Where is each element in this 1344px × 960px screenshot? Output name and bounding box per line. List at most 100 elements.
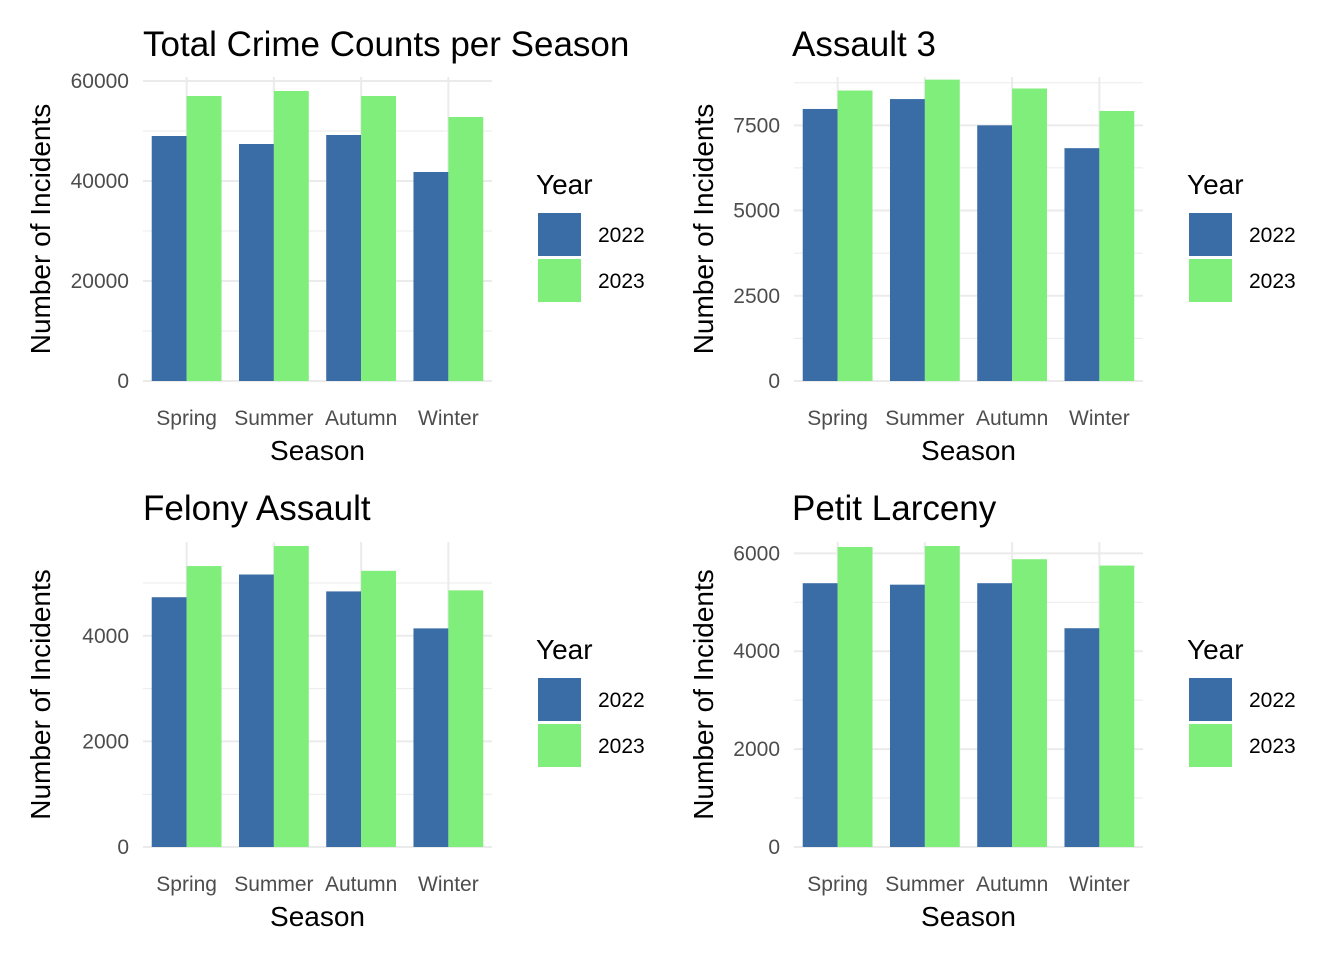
chart-panel-1: Assault 3 0 2500 5000 7500 Spring Summer Autumn… <box>688 25 1296 466</box>
legend-key-2022 <box>538 678 581 721</box>
chart-panel-0: Total Crime Counts per Season 0 20000 40000… <box>25 25 645 466</box>
y-tick-label: 2000 <box>733 738 780 761</box>
y-axis-title: Number of Incidents <box>688 104 719 355</box>
y-tick-label: 40000 <box>71 170 129 193</box>
bar-2023-winter <box>448 117 484 381</box>
bar-2022-spring <box>151 136 187 381</box>
bar-2022-autumn <box>326 135 362 381</box>
legend-key-2022 <box>1189 213 1232 256</box>
bars <box>802 546 1135 847</box>
legend-label: 2022 <box>598 689 645 712</box>
bars <box>802 79 1135 382</box>
bar-2022-spring <box>802 583 838 847</box>
x-tick-label: Summer <box>885 873 964 896</box>
y-tick-label: 7500 <box>733 114 780 137</box>
bar-2023-autumn <box>1012 88 1048 381</box>
legend-key-2023 <box>538 724 581 767</box>
chart-title: Total Crime Counts per Season <box>143 25 629 64</box>
y-tick-label: 4000 <box>82 625 129 648</box>
x-tick-label: Autumn <box>325 407 397 430</box>
chart-title: Petit Larceny <box>792 489 997 528</box>
chart-panel-3: Petit Larceny 0 2000 4000 6000 Spring Summer Au… <box>688 489 1296 932</box>
x-axis-title: Season <box>270 435 365 466</box>
y-tick-label: 4000 <box>733 640 780 663</box>
bar-2022-summer <box>238 144 274 381</box>
y-tick-label: 5000 <box>733 200 780 223</box>
x-tick-label: Spring <box>156 407 217 430</box>
y-tick-label: 2000 <box>82 730 129 753</box>
chart-title: Assault 3 <box>792 25 936 64</box>
legend-title: Year <box>536 169 593 200</box>
legend: Year 2022 2023 <box>536 634 645 767</box>
x-tick-label: Spring <box>807 407 868 430</box>
bar-2023-autumn <box>361 570 397 847</box>
bar-2022-autumn <box>977 583 1013 847</box>
legend-label: 2022 <box>1249 224 1296 247</box>
x-tick-label: Autumn <box>976 873 1048 896</box>
y-axis-title: Number of Incidents <box>688 569 719 820</box>
y-tick-label: 0 <box>117 836 129 859</box>
x-tick-label: Autumn <box>325 873 397 896</box>
bar-2023-spring <box>837 546 873 847</box>
chart-title: Felony Assault <box>143 489 371 528</box>
chart-panel-2: Felony Assault 0 2000 4000 Spring Summer Autum… <box>25 489 645 932</box>
legend-key-2023 <box>538 259 581 302</box>
bar-2023-winter <box>1099 565 1135 847</box>
y-tick-label: 60000 <box>71 70 129 93</box>
x-tick-label: Summer <box>234 407 313 430</box>
legend: Year 2022 2023 <box>1187 634 1296 767</box>
legend-label: 2022 <box>598 224 645 247</box>
bar-2023-spring <box>837 90 873 381</box>
legend-label: 2022 <box>1249 689 1296 712</box>
legend-key-2023 <box>1189 259 1232 302</box>
bar-2022-summer <box>238 574 274 847</box>
x-axis-title: Season <box>270 901 365 932</box>
x-tick-label: Winter <box>418 873 479 896</box>
bar-2023-autumn <box>1012 559 1048 847</box>
bar-2023-winter <box>448 590 484 847</box>
bar-2023-summer <box>273 91 309 381</box>
bar-2023-winter <box>1099 111 1135 381</box>
bar-2022-summer <box>889 99 925 382</box>
bar-2022-spring <box>151 597 187 847</box>
legend-label: 2023 <box>598 735 645 758</box>
legend: Year 2022 2023 <box>1187 169 1296 302</box>
y-tick-label: 0 <box>768 836 780 859</box>
bar-2023-spring <box>186 96 222 381</box>
x-tick-label: Winter <box>418 407 479 430</box>
bar-2022-winter <box>413 628 449 847</box>
x-axis-title: Season <box>921 901 1016 932</box>
bar-2022-winter <box>1064 628 1100 847</box>
legend-key-2022 <box>1189 678 1232 721</box>
x-tick-label: Spring <box>156 873 217 896</box>
bar-2022-winter <box>1064 148 1100 381</box>
legend-title: Year <box>1187 634 1244 665</box>
x-tick-label: Spring <box>807 873 868 896</box>
legend-label: 2023 <box>1249 270 1296 293</box>
legend-key-2022 <box>538 213 581 256</box>
legend-label: 2023 <box>1249 735 1296 758</box>
legend-key-2023 <box>1189 724 1232 767</box>
bars <box>151 91 484 381</box>
bar-2023-summer <box>273 546 309 847</box>
y-axis-title: Number of Incidents <box>25 569 56 820</box>
y-tick-label: 20000 <box>71 270 129 293</box>
x-tick-label: Winter <box>1069 873 1130 896</box>
bar-2022-spring <box>802 108 838 382</box>
x-axis-title: Season <box>921 435 1016 466</box>
legend: Year 2022 2023 <box>536 169 645 302</box>
bar-2023-autumn <box>361 96 397 381</box>
y-tick-label: 0 <box>117 370 129 393</box>
bar-2022-winter <box>413 172 449 381</box>
bar-2022-autumn <box>326 591 362 847</box>
y-tick-label: 2500 <box>733 285 780 308</box>
legend-title: Year <box>1187 169 1244 200</box>
bar-2023-spring <box>186 566 222 847</box>
y-tick-label: 0 <box>768 370 780 393</box>
bar-2023-summer <box>924 546 960 847</box>
bar-2023-summer <box>924 79 960 382</box>
bar-2022-autumn <box>977 125 1013 382</box>
legend-title: Year <box>536 634 593 665</box>
y-axis-title: Number of Incidents <box>25 104 56 355</box>
